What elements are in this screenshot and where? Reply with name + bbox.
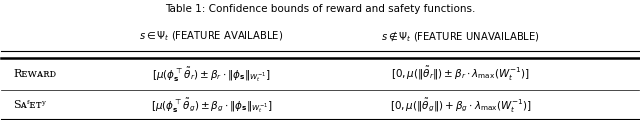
Text: $[0, \mu(\|\tilde{\theta}_g\|) + \beta_g \cdot \lambda_{\max}(W_t^{-1})]$: $[0, \mu(\|\tilde{\theta}_g\|) + \beta_g… [390, 96, 531, 114]
Text: $[\mu(\phi_{\mathbf{s}}^{\top}\tilde{\theta}_r) \pm \beta_r \cdot \|\phi_{\mathb: $[\mu(\phi_{\mathbf{s}}^{\top}\tilde{\th… [152, 65, 271, 84]
Text: Table 1: Confidence bounds of reward and safety functions.: Table 1: Confidence bounds of reward and… [165, 4, 475, 14]
Text: Sᴀᶠᴇᴛʸ: Sᴀᶠᴇᴛʸ [13, 100, 47, 110]
Text: $\mathit{s} \notin \Psi_t$ (FEATURE UNAVAILABLE): $\mathit{s} \notin \Psi_t$ (FEATURE UNAV… [381, 29, 540, 44]
Text: $[\mu(\phi_{\mathbf{s}}^{\top}\tilde{\theta}_g) \pm \beta_g \cdot \|\phi_{\mathb: $[\mu(\phi_{\mathbf{s}}^{\top}\tilde{\th… [150, 96, 272, 115]
Text: Rᴇᴡᴀʀᴅ: Rᴇᴡᴀʀᴅ [13, 69, 56, 79]
Text: $[0, \mu(\|\tilde{\theta}_r\|) \pm \beta_r \cdot \lambda_{\max}(W_t^{-1})]$: $[0, \mu(\|\tilde{\theta}_r\|) \pm \beta… [391, 65, 530, 83]
Text: $\mathit{s} \in \Psi_t$ (FEATURE AVAILABLE): $\mathit{s} \in \Psi_t$ (FEATURE AVAILAB… [140, 30, 284, 43]
